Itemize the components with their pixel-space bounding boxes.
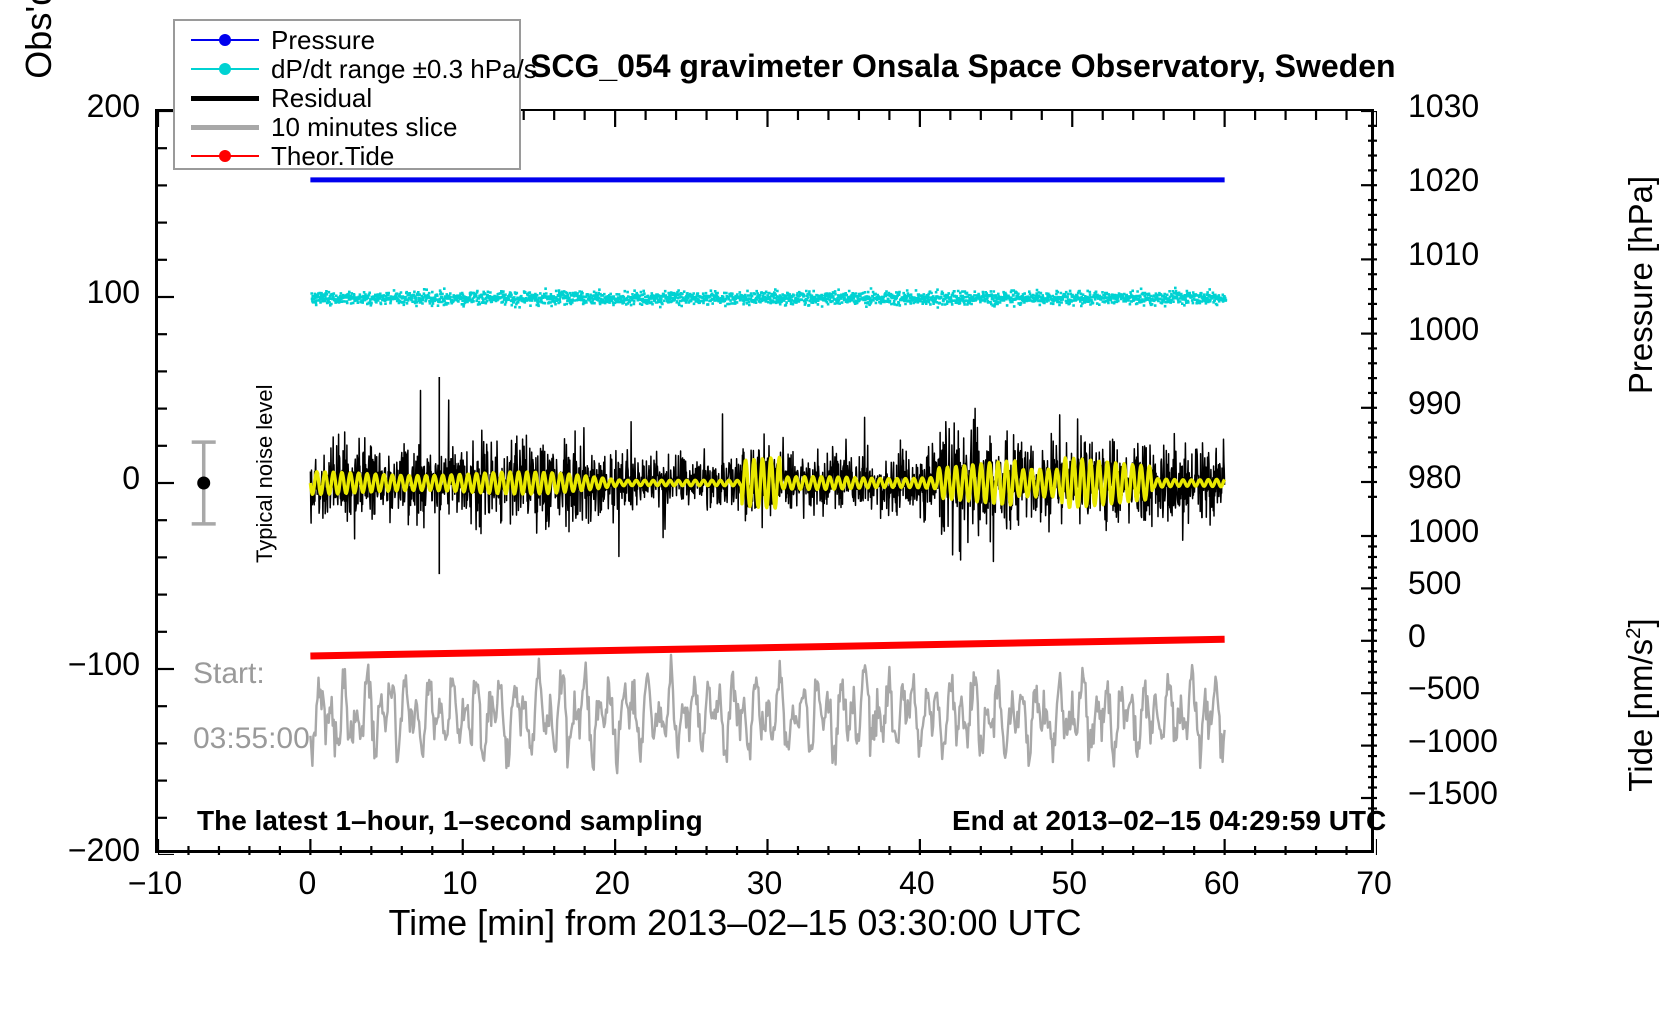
series-dpdt-scatter bbox=[310, 286, 1228, 309]
start-label-line2: 03:55:00 bbox=[193, 722, 310, 755]
start-label-line1: Start: bbox=[193, 657, 265, 690]
y-tick-right-tide-3: −500 bbox=[1408, 670, 1481, 707]
legend-swatch-icon bbox=[189, 142, 261, 170]
legend-label: Pressure bbox=[271, 25, 376, 55]
y-axis-right-pressure-label-text: Pressure [hPa] bbox=[1622, 175, 1659, 395]
legend-item-2[interactable]: Residual bbox=[175, 84, 519, 112]
x-tick-1: 0 bbox=[298, 865, 317, 901]
y-axis-right-tide-label-exponent: 2 bbox=[1622, 627, 1645, 639]
legend: Pressure dP/dt range ±0.3 hPa/s Residual 10… bbox=[173, 19, 537, 170]
legend-swatch-icon bbox=[189, 55, 261, 83]
y-tick-left-0: 200 bbox=[86, 88, 140, 124]
y-axis-right-tide-label-text: Tide [nm/s bbox=[1622, 638, 1659, 792]
legend-marker-icon bbox=[219, 63, 231, 75]
y-tick-right-tide-2: 0 bbox=[1408, 617, 1426, 654]
y-tick-right-pressure-4: 990 bbox=[1408, 384, 1462, 421]
y-tick-right-pressure-2: 1010 bbox=[1408, 236, 1480, 273]
x-tick-0: −10 bbox=[127, 865, 183, 901]
x-tick-4: 30 bbox=[746, 865, 783, 901]
y-tick-right-tide-1: 500 bbox=[1408, 565, 1462, 602]
x-tick-3: 20 bbox=[594, 865, 630, 901]
y-tick-right-tide-5: −1500 bbox=[1408, 775, 1498, 811]
legend-label: dP/dt range ±0.3 hPa/s bbox=[271, 54, 537, 84]
legend-item-4[interactable]: Theor.Tide bbox=[175, 142, 519, 170]
y-tick-left-2: 0 bbox=[122, 460, 140, 496]
legend-marker-icon bbox=[219, 150, 231, 162]
series-ten-minute-slice-line bbox=[309, 653, 1226, 775]
plot-svg bbox=[158, 111, 1377, 855]
x-tick-7: 60 bbox=[1203, 865, 1240, 901]
legend-item-3[interactable]: 10 minutes slice bbox=[175, 113, 519, 141]
y-tick-right-pressure-3: 1000 bbox=[1408, 310, 1480, 347]
legend-line-icon bbox=[191, 125, 259, 130]
y-tick-left-4: −200 bbox=[67, 832, 140, 868]
y-tick-right-pressure-0: 1030 bbox=[1408, 88, 1480, 124]
plot-area bbox=[155, 109, 1377, 855]
typical-noise-level-label: Typical noise level bbox=[252, 384, 277, 563]
x-tick-2: 10 bbox=[441, 865, 478, 901]
legend-marker-icon bbox=[219, 34, 231, 46]
legend-label: Residual bbox=[271, 83, 373, 113]
chart-title: SCG_054 gravimeter Onsala Space Observat… bbox=[530, 48, 1396, 84]
legend-item-1[interactable]: dP/dt range ±0.3 hPa/s bbox=[175, 55, 537, 83]
y-tick-left-3: −100 bbox=[67, 646, 140, 682]
legend-label: 10 minutes slice bbox=[271, 112, 458, 142]
series-smoothed-residual-line bbox=[308, 455, 1227, 510]
y-axis-right-tide-label-tail: ] bbox=[1622, 618, 1659, 628]
series-theoretical-tide-line bbox=[310, 635, 1225, 660]
legend-swatch-icon bbox=[189, 26, 261, 54]
legend-swatch-icon bbox=[189, 113, 261, 141]
x-tick-5: 40 bbox=[899, 865, 935, 901]
y-axis-left-label-text: Obs'd Gravity [nm/s bbox=[18, 0, 59, 79]
end-timestamp-note: End at 2013–02–15 04:29:59 UTC bbox=[952, 805, 1387, 836]
y-tick-left-1: 100 bbox=[86, 274, 140, 310]
legend-label: Theor.Tide bbox=[271, 141, 395, 171]
sampling-note: The latest 1–hour, 1–second sampling bbox=[197, 805, 703, 836]
y-tick-right-tide-0: 1000 bbox=[1408, 513, 1480, 549]
legend-item-0[interactable]: Pressure bbox=[175, 26, 519, 54]
legend-swatch-icon bbox=[189, 84, 261, 112]
legend-line-icon bbox=[191, 96, 259, 101]
y-tick-right-pressure-1: 1020 bbox=[1408, 162, 1480, 199]
x-tick-6: 50 bbox=[1051, 865, 1088, 901]
y-tick-right-pressure-5: 980 bbox=[1408, 459, 1462, 495]
x-axis-label: Time [min] from 2013–02–15 03:30:00 UTC bbox=[388, 902, 1082, 943]
y-tick-right-tide-4: −1000 bbox=[1408, 722, 1498, 759]
x-tick-8: 70 bbox=[1356, 865, 1392, 901]
noise-marker-dot bbox=[197, 476, 211, 490]
